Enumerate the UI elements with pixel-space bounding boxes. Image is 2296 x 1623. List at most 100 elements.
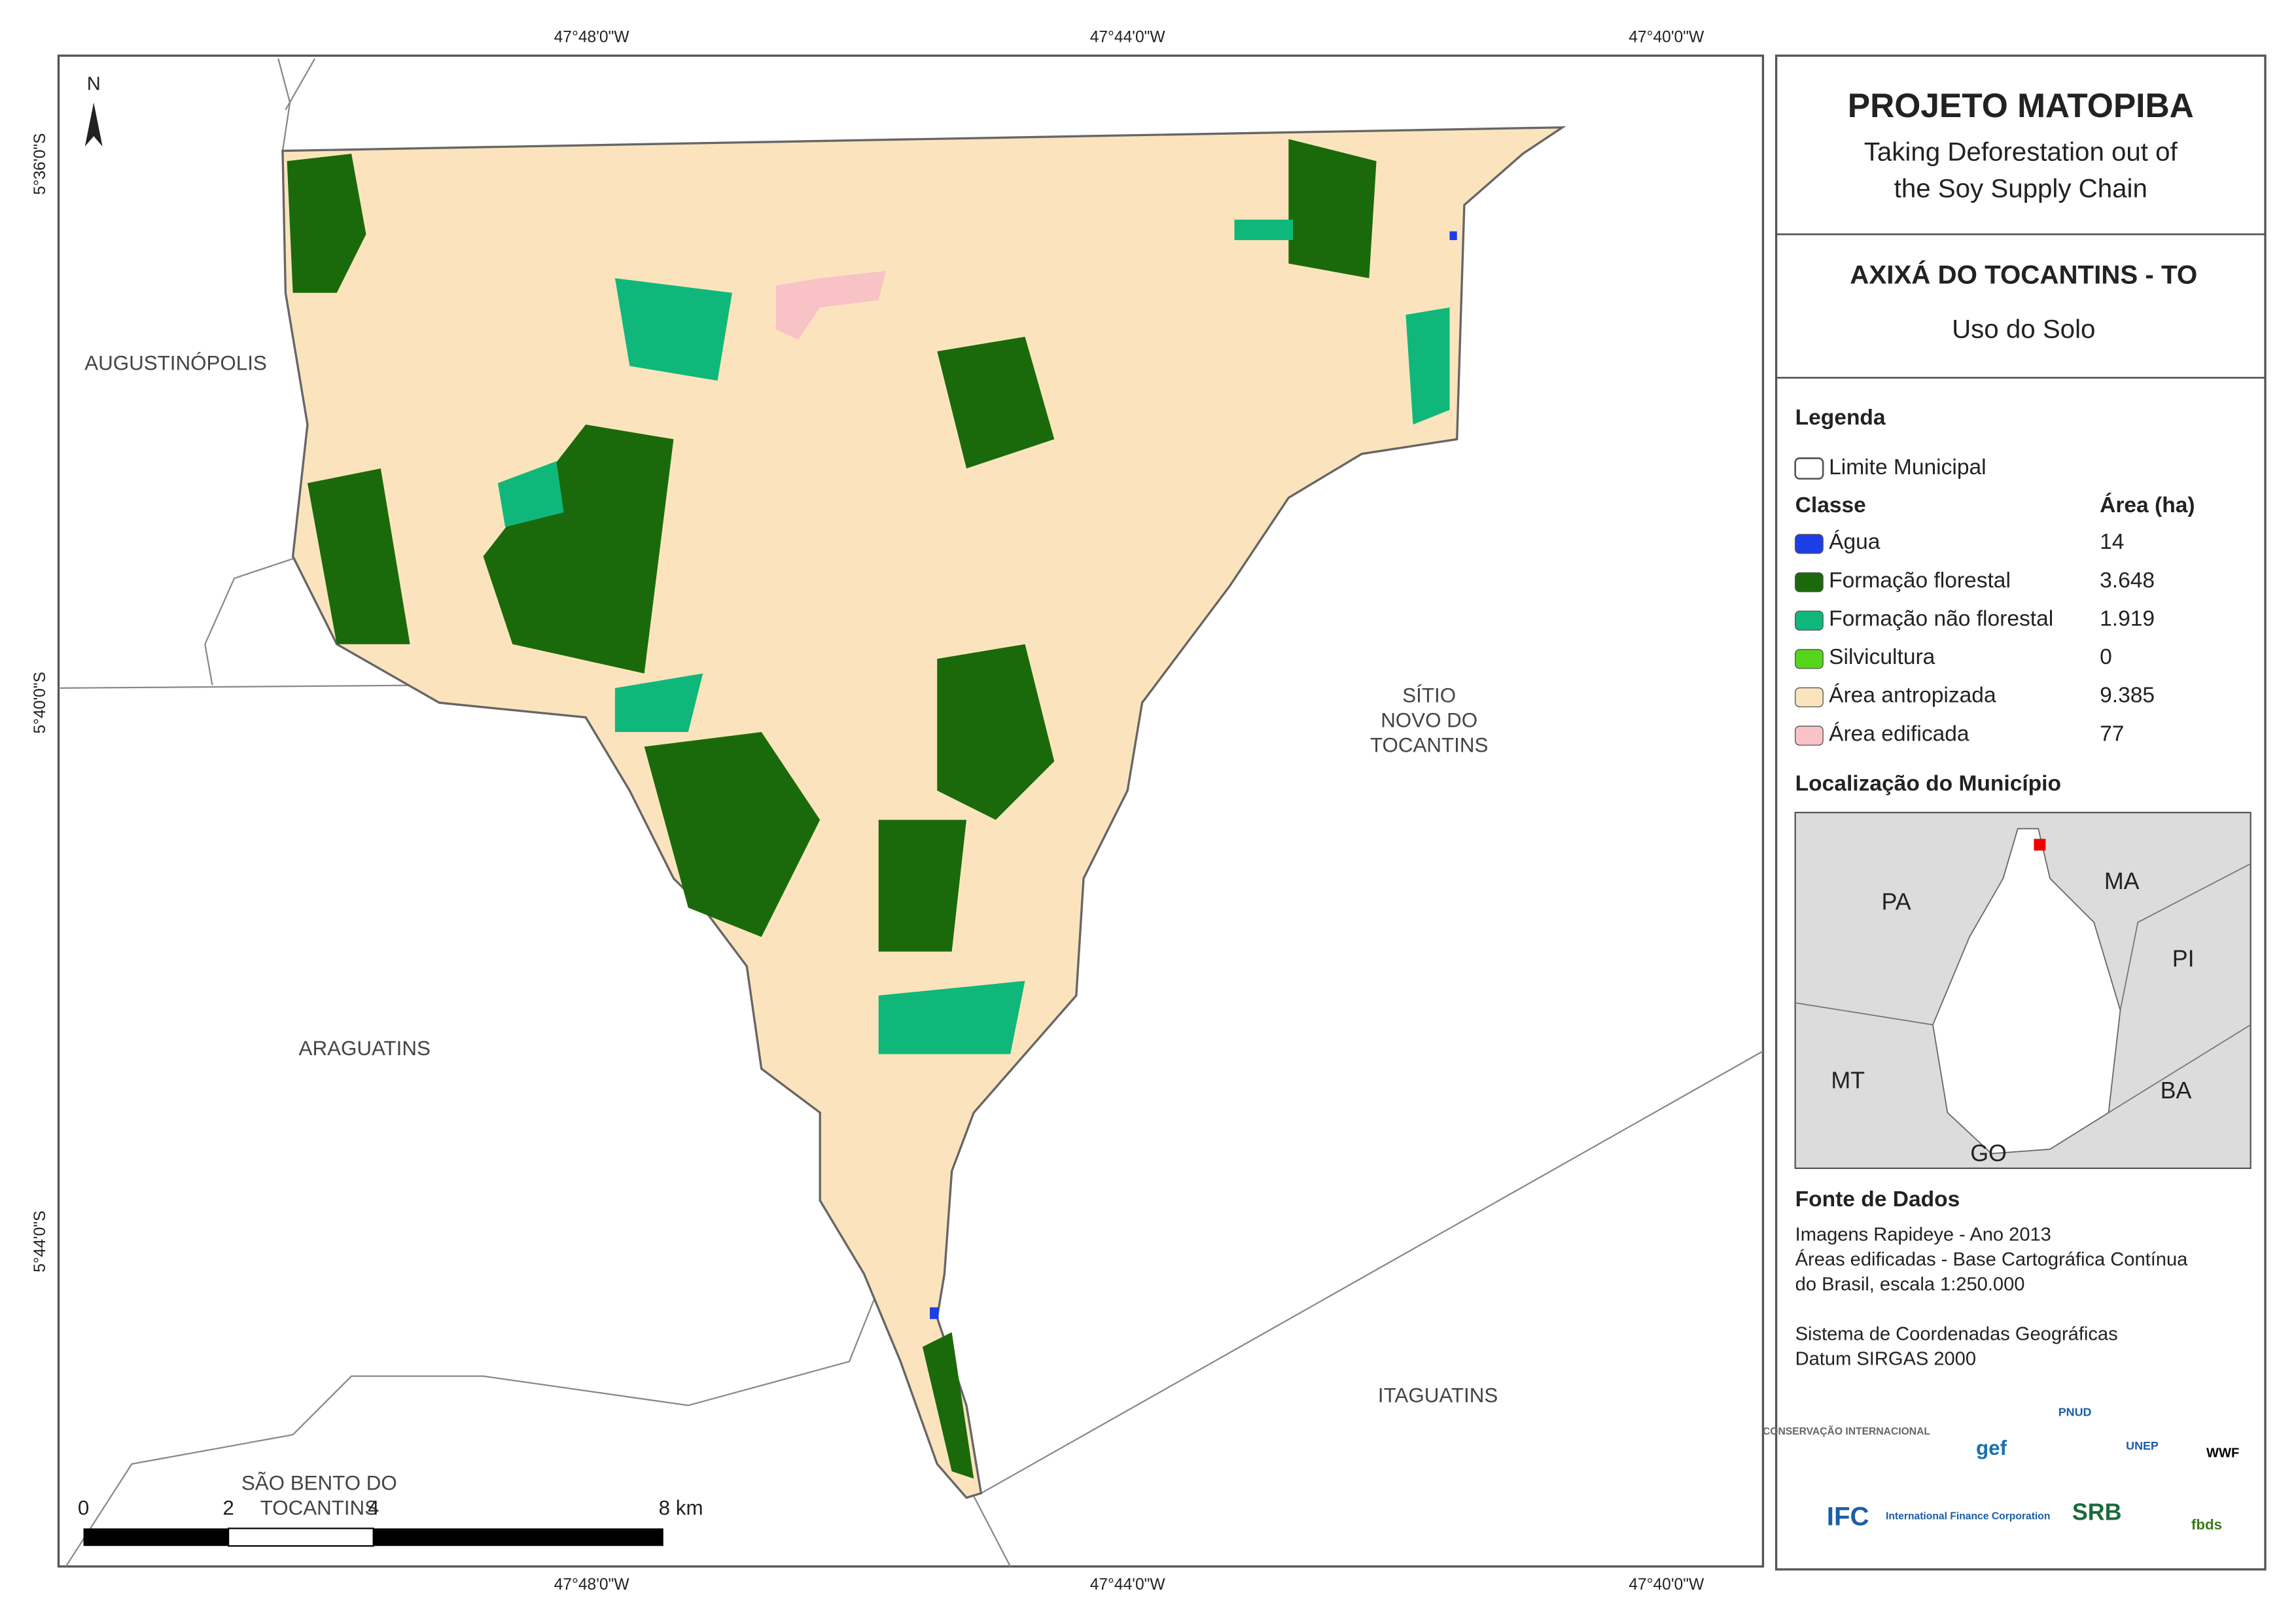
nonforest-patch bbox=[614, 673, 703, 732]
source-line: do Brasil, escala 1:250.000 bbox=[1795, 1274, 2025, 1295]
state-border bbox=[2108, 1024, 2252, 1113]
legend-swatch bbox=[1794, 534, 1824, 554]
legend-swatch bbox=[1794, 725, 1824, 746]
source-line: Imagens Rapideye - Ano 2013 bbox=[1795, 1225, 2051, 1246]
urban-area bbox=[776, 271, 886, 340]
location-label: BA bbox=[2161, 1077, 2192, 1104]
legend-label: Área antropizada bbox=[1829, 684, 1996, 708]
boundary-swatch bbox=[1794, 457, 1824, 480]
scale-label: 0 bbox=[78, 1497, 89, 1520]
boundary-line bbox=[980, 1050, 1763, 1494]
forest-patch bbox=[878, 820, 967, 952]
municipality-name: AXIXÁ DO TOCANTINS - TO bbox=[1850, 260, 2197, 290]
legend-area: 3.648 bbox=[2100, 568, 2155, 593]
place-label: ITAGUATINS bbox=[1378, 1384, 1498, 1406]
area-header: Área (ha) bbox=[2100, 493, 2195, 517]
legend-label: Silvicultura bbox=[1829, 645, 1935, 669]
forest-patch bbox=[644, 731, 821, 937]
legend-swatch bbox=[1794, 610, 1824, 631]
coord-label-bottom: 47°48'0"W bbox=[554, 1576, 630, 1594]
location-label: MA bbox=[2104, 868, 2140, 894]
forest-patches bbox=[287, 139, 1377, 1479]
legend-swatch bbox=[1794, 572, 1824, 593]
forest-patch bbox=[287, 154, 366, 293]
place-label: SÃO BENTO DO bbox=[241, 1472, 397, 1495]
water-patch bbox=[930, 1307, 939, 1319]
logo-text: CONSERVAÇÃO INTERNACIONAL bbox=[1763, 1424, 1930, 1437]
class-header: Classe bbox=[1795, 493, 1866, 517]
location-label: MT bbox=[1831, 1067, 1865, 1093]
legend-area: 77 bbox=[2100, 722, 2124, 746]
state-border bbox=[1795, 1002, 1934, 1026]
coord-label-left: 5°40'0"S bbox=[31, 672, 49, 733]
legend-area: 9.385 bbox=[2100, 684, 2155, 708]
legend-label: Área edificada bbox=[1829, 722, 1969, 746]
scale-segment bbox=[373, 1528, 663, 1546]
coord-label-top: 47°48'0"W bbox=[554, 29, 630, 46]
legend-label: Água bbox=[1829, 530, 1881, 554]
subtitle: the Soy Supply Chain bbox=[1894, 174, 2147, 203]
location-label: GO bbox=[1970, 1140, 2007, 1166]
forest-patch bbox=[937, 644, 1055, 820]
coord-label-top: 47°44'0"W bbox=[1090, 29, 1166, 46]
sources-title: Fonte de Dados bbox=[1795, 1187, 1960, 1212]
location-title: Localização do Município bbox=[1795, 771, 2061, 795]
coord-label-bottom: 47°44'0"W bbox=[1090, 1576, 1166, 1594]
scale-segment bbox=[227, 1527, 374, 1547]
north-label: N bbox=[87, 74, 101, 95]
legend-boundary: Limite Municipal bbox=[1829, 455, 1987, 480]
north-arrow bbox=[84, 102, 103, 147]
forest-patch bbox=[937, 336, 1055, 469]
subtitle: Taking Deforestation out of bbox=[1864, 137, 2178, 167]
nonforest-patch bbox=[1234, 219, 1294, 241]
nonforest-patch bbox=[614, 278, 732, 381]
nonforest-patch bbox=[497, 461, 564, 527]
nonforest-patches bbox=[497, 219, 1450, 1055]
legend-label: Formação não florestal bbox=[1829, 606, 2053, 631]
forest-patch bbox=[307, 468, 410, 644]
state-shape bbox=[1932, 828, 2121, 1155]
legend-area: 0 bbox=[2100, 645, 2112, 669]
legend-label: Formação florestal bbox=[1829, 568, 2011, 593]
source-line: Sistema de Coordenadas Geográficas bbox=[1795, 1324, 2118, 1345]
map-theme: Uso do Solo bbox=[1952, 314, 2095, 343]
boundary-line bbox=[285, 58, 316, 111]
scale-bar bbox=[83, 1527, 663, 1547]
scale-label: 2 bbox=[222, 1497, 234, 1520]
scale-label: 4 bbox=[368, 1497, 379, 1520]
logo-text: IFC bbox=[1827, 1501, 1869, 1531]
water-patch bbox=[1449, 231, 1457, 241]
place-label: NOVO DO bbox=[1381, 709, 1477, 732]
logo-text: UNEP bbox=[2126, 1439, 2159, 1452]
legend-area: 14 bbox=[2100, 530, 2124, 554]
logo-text: gef bbox=[1976, 1437, 2007, 1459]
forest-patch bbox=[483, 425, 674, 674]
coord-label-left: 5°44'0"S bbox=[31, 1211, 49, 1272]
legend-swatch bbox=[1794, 649, 1824, 669]
forest-patch bbox=[922, 1332, 974, 1479]
scale-label: 8 km bbox=[659, 1497, 703, 1520]
legend-swatch bbox=[1794, 687, 1824, 708]
place-label: SÍTIO bbox=[1402, 684, 1456, 707]
municipality-marker bbox=[2034, 839, 2046, 851]
logo-text: International Finance Corporation bbox=[1886, 1511, 2050, 1522]
boundary-line bbox=[204, 555, 301, 686]
legend-title: Legenda bbox=[1795, 406, 1886, 430]
state-border bbox=[2119, 863, 2252, 1011]
location-label: PA bbox=[1882, 888, 1911, 915]
water-patches bbox=[930, 231, 1457, 1319]
boundary-line bbox=[65, 1287, 879, 1567]
location-label: PI bbox=[2172, 946, 2195, 972]
legend-area: 1.919 bbox=[2100, 606, 2155, 631]
source-line: Datum SIRGAS 2000 bbox=[1795, 1349, 1976, 1370]
state-borders bbox=[1795, 863, 2252, 1113]
coord-label-bottom: 47°40'0"W bbox=[1629, 1576, 1704, 1594]
logo-text: SRB bbox=[2072, 1499, 2122, 1525]
logo-text: PNUD bbox=[2058, 1405, 2092, 1418]
coord-label-left: 5°36'0"S bbox=[31, 133, 49, 194]
place-label: ARAGUATINS bbox=[299, 1037, 431, 1060]
forest-patch bbox=[1288, 139, 1377, 279]
nonforest-patch bbox=[878, 981, 1025, 1055]
